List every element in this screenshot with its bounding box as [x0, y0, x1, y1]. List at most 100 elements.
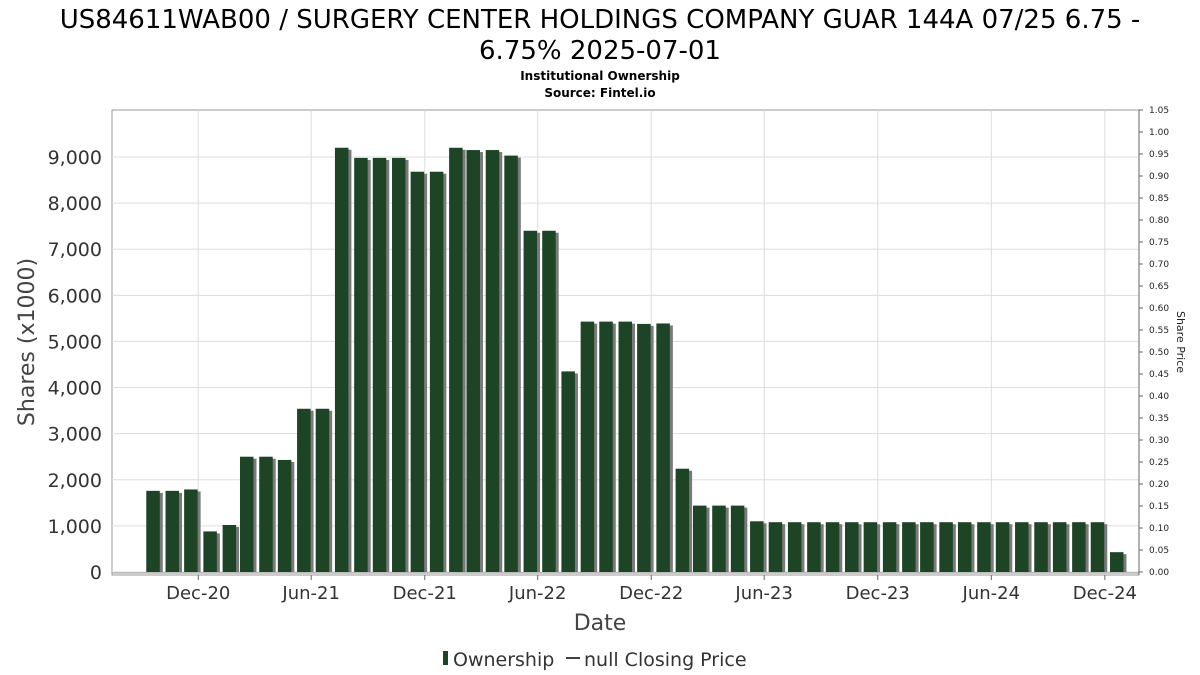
- y2-tick-label: 0.70: [1149, 260, 1169, 270]
- legend-closing-price-label: null Closing Price: [584, 649, 747, 671]
- ownership-bar-fill: [523, 230, 538, 572]
- ownership-bar: [523, 230, 541, 572]
- ownership-bar-fill: [372, 157, 387, 573]
- ownership-bar-fill: [939, 522, 953, 572]
- y2-tick-label: 0.60: [1149, 304, 1169, 314]
- y-tick-label: 5,000: [48, 331, 102, 353]
- ownership-bar-fill: [920, 522, 934, 572]
- ownership-bars: [146, 147, 1127, 573]
- y-axis-label: Shares (x1000): [15, 258, 40, 426]
- y2-tick-label: 0.95: [1149, 150, 1169, 160]
- y-tick-label: 1,000: [48, 516, 102, 538]
- ownership-bar-fill: [712, 505, 726, 572]
- ownership-bar: [957, 522, 975, 572]
- ownership-bar-fill: [315, 408, 330, 572]
- y2-tick-label: 1.00: [1149, 128, 1169, 138]
- y-tick-label: 7,000: [48, 239, 102, 261]
- ownership-bar-fill: [165, 490, 180, 572]
- ownership-bar: [165, 490, 183, 572]
- ownership-bar: [599, 321, 616, 572]
- ownership-bar-fill: [1072, 522, 1086, 572]
- ownership-bar: [466, 150, 483, 572]
- ownership-bar: [239, 456, 257, 572]
- y2-tick-label: 0.25: [1149, 458, 1169, 468]
- ownership-bar-fill: [239, 456, 254, 572]
- x-tick-label: Jun-23: [734, 583, 793, 604]
- ownership-bar: [712, 505, 729, 572]
- ownership-bar: [902, 522, 919, 572]
- ownership-bar: [1072, 522, 1089, 572]
- ownership-bar: [203, 531, 220, 572]
- ownership-bar: [637, 323, 654, 572]
- ownership-bar-fill: [807, 522, 821, 572]
- y2-tick-label: 0.85: [1149, 194, 1169, 204]
- legend-ownership-swatch: [443, 651, 448, 665]
- legend: Ownership null Closing Price: [443, 649, 747, 671]
- ownership-bar-fill: [542, 230, 556, 572]
- ownership-bar: [1090, 522, 1108, 572]
- ownership-bar-fill: [504, 155, 518, 572]
- y-tick-label: 9,000: [48, 147, 102, 169]
- ownership-bar-fill: [768, 522, 783, 572]
- y-tick-label: 2,000: [48, 470, 102, 492]
- ownership-bar-fill: [637, 323, 651, 572]
- x-tick-label: Jun-22: [508, 583, 567, 604]
- ownership-bar-fill: [882, 522, 897, 572]
- y2-tick-label: 0.45: [1149, 370, 1169, 380]
- x-tick-label: Dec-23: [846, 583, 910, 604]
- ownership-bar-fill: [675, 468, 690, 572]
- ownership-bar-fill: [977, 522, 991, 572]
- y2-tick-label: 0.65: [1149, 282, 1169, 292]
- y2-tick-label: 0.10: [1149, 524, 1169, 534]
- ownership-bar-fill: [297, 408, 311, 572]
- x-tick-label: Dec-21: [393, 583, 457, 604]
- ownership-bar: [692, 505, 710, 572]
- ownership-bar: [485, 150, 503, 572]
- ownership-bar-fill: [277, 459, 292, 572]
- ownership-bar-fill: [1109, 552, 1124, 572]
- ownership-bar-fill: [863, 522, 878, 572]
- y2-tick-label: 0.40: [1149, 392, 1169, 402]
- y-tick-label: 6,000: [48, 285, 102, 307]
- ownership-bar-fill: [429, 171, 444, 572]
- right-axis-ticks: 0.00 0.05 0.10 0.15 0.20 0.25 0.30 0.35 0.40 0.45…: [1139, 106, 1169, 578]
- ownership-bar-fill: [561, 371, 575, 572]
- ownership-bar: [675, 468, 693, 572]
- ownership-bar-fill: [466, 150, 480, 572]
- ownership-bar: [825, 522, 843, 572]
- ownership-bar: [580, 321, 598, 572]
- ownership-bar: [429, 171, 447, 572]
- ownership-bar: [410, 171, 428, 572]
- ownership-bar-fill: [184, 489, 198, 572]
- ownership-bar: [222, 524, 240, 572]
- ownership-bar: [920, 522, 937, 572]
- ownership-bar-fill: [580, 321, 595, 572]
- x-tick-label: Dec-24: [1073, 583, 1137, 604]
- y2-tick-label: 0.50: [1149, 348, 1169, 358]
- ownership-bar: [354, 157, 371, 573]
- ownership-bar: [504, 155, 521, 572]
- ownership-bar: [297, 408, 314, 572]
- ownership-bar: [449, 147, 466, 573]
- ownership-bar: [259, 456, 276, 572]
- y2-tick-label: 0.80: [1149, 216, 1169, 226]
- y2-tick-label: 0.30: [1149, 436, 1169, 446]
- chart-title-line-1: US84611WAB00 / SURGERY CENTER HOLDINGS C…: [60, 5, 1141, 35]
- ownership-bar-fill: [750, 521, 764, 572]
- y2-tick-label: 0.05: [1149, 546, 1169, 556]
- y2-axis-label: Share Price: [1174, 311, 1187, 373]
- ownership-bar: [977, 522, 994, 572]
- ownership-bar-fill: [146, 490, 160, 572]
- legend-ownership-label: Ownership: [453, 649, 554, 671]
- ownership-bar: [146, 490, 163, 572]
- ownership-bar-fill: [599, 321, 613, 572]
- y-tick-label: 3,000: [48, 424, 102, 446]
- x-tick-label: Dec-20: [166, 583, 230, 604]
- y-tick-label: 0: [90, 562, 102, 584]
- ownership-bar-fill: [995, 522, 1010, 572]
- ownership-bar: [1034, 522, 1051, 572]
- ownership-bar: [392, 157, 409, 573]
- ownership-bar-fill: [902, 522, 916, 572]
- ownership-bar: [618, 321, 636, 572]
